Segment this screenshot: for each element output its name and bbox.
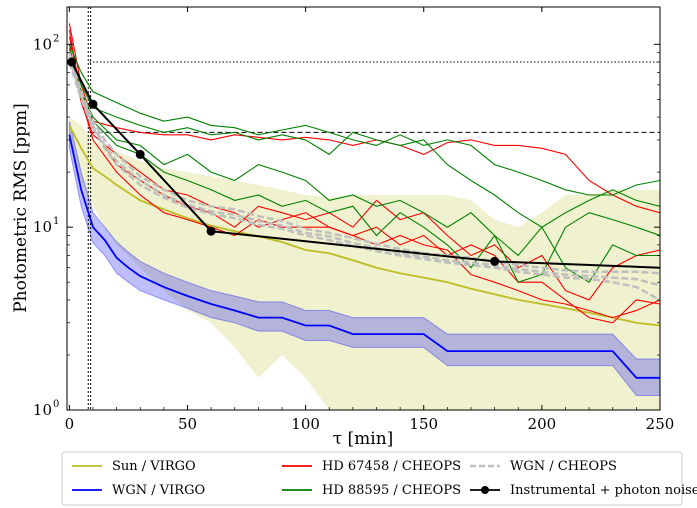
legend: Sun / VIRGO WGN / VIRGO HD 67458 / CHEOPS H…: [61, 451, 697, 506]
hd-88595-cheops-line-3: [68, 48, 660, 283]
x-tick-label: 100: [291, 415, 320, 433]
instrumental-photon-noise-etc-point: [88, 99, 98, 109]
wgn-cheops-line-3: [68, 61, 660, 301]
reference-lines: [87, 7, 660, 410]
x-axis-ticks: 0 50 100 150 200 250: [65, 7, 675, 433]
sun-virgo-line: [68, 124, 660, 327]
x-tick-label: 50: [178, 415, 197, 433]
y-tick-exponent: 2: [53, 33, 59, 44]
hd-88595-cheops-line-2: [68, 52, 660, 228]
wgn-cheops-line-2: [68, 56, 660, 287]
instrumental-photon-noise-etc-point: [490, 256, 500, 266]
x-axis-title: τ [min]: [333, 429, 394, 449]
hd-67458-cheops-line-4: [68, 44, 660, 324]
legend-label-hd-67458-cheops: HD 67458 / CHEOPS: [322, 459, 461, 474]
y-tick-label: 10: [33, 35, 52, 53]
instrumental-photon-noise-etc-point: [135, 149, 145, 159]
wgn-virgo-band: [68, 121, 660, 396]
y-tick-exponent: 0: [53, 399, 59, 410]
legend-label-wgn-cheops: WGN / CHEOPS: [510, 459, 617, 474]
plot-area: [67, 7, 660, 410]
legend-frame: [61, 451, 683, 506]
wgn-virgo-line: [68, 134, 660, 379]
legend-label-wgn-virgo: WGN / VIRGO: [112, 483, 205, 498]
instrumental-photon-noise-etc-line: [70, 61, 660, 269]
x-tick-label: 150: [409, 415, 438, 433]
legend-label-sun-virgo: Sun / VIRGO: [112, 459, 196, 474]
plot-frame: [66, 6, 661, 411]
x-tick-label: 0: [65, 415, 75, 433]
hd-67458-cheops-line-1: [68, 23, 660, 214]
y-axis-title: Photometric RMS [ppm]: [11, 103, 31, 313]
hd-88595-cheops-line-1: [68, 44, 660, 196]
series-markers: [67, 57, 500, 266]
x-tick-label: 250: [646, 415, 675, 433]
wgn-cheops-line-1: [68, 52, 660, 275]
instrumental-photon-noise-etc-point: [206, 226, 216, 236]
legend-label-hd-88595-cheops: HD 88595 / CHEOPS: [322, 483, 461, 498]
y-tick-exponent: 1: [53, 216, 59, 227]
legend-label-instrumental-photon-noise-etc: Instrumental + photon noise / ETC: [510, 483, 697, 498]
instrumental-photon-noise-etc-point: [67, 57, 77, 67]
series-lines: [68, 23, 660, 379]
y-tick-label: 10: [33, 401, 52, 419]
hd-88595-cheops-line-4: [68, 57, 660, 283]
legend-marker-instrumental-photon-noise-etc: [481, 486, 489, 494]
y-tick-label: 10: [33, 218, 52, 236]
x-tick-label: 200: [528, 415, 557, 433]
